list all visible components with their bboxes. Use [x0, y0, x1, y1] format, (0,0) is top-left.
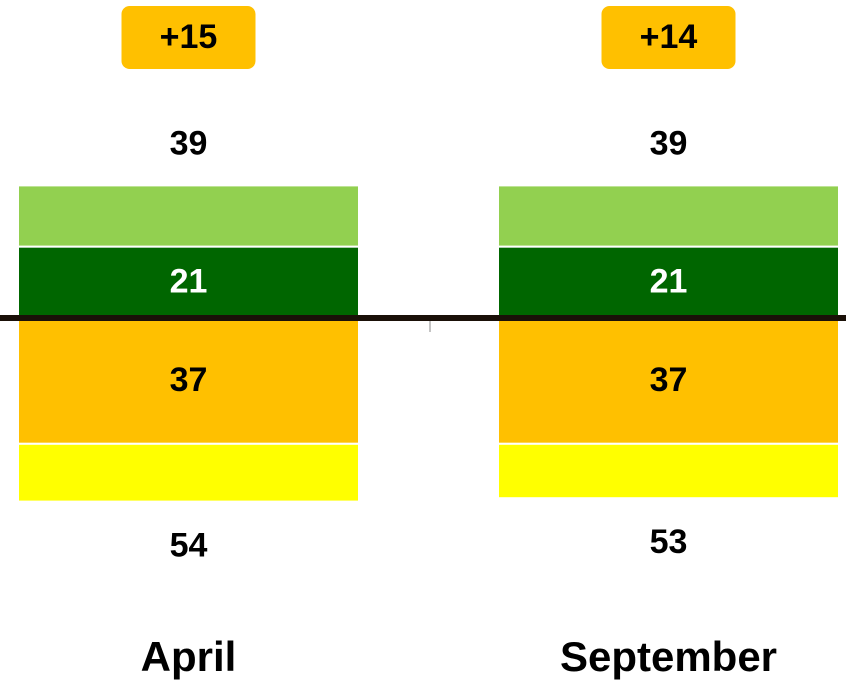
segment-label: 21 — [170, 262, 208, 300]
bar-segment — [497, 184, 840, 248]
net-label: +14 — [640, 18, 698, 56]
total-above-label: 39 — [650, 124, 688, 162]
bar-segment — [497, 317, 840, 445]
bar-segment — [17, 442, 360, 503]
total-below-label: 54 — [170, 527, 208, 565]
net-badge — [601, 6, 736, 69]
segment-label: 37 — [170, 361, 208, 399]
total-above-label: 39 — [170, 124, 208, 162]
segment-label: 21 — [650, 262, 688, 300]
total-below-label: 53 — [650, 523, 688, 561]
bar-segment — [497, 442, 840, 500]
bar-segment — [17, 317, 360, 445]
net-label: +15 — [160, 18, 218, 56]
bar-segment — [497, 245, 840, 320]
bar-segment — [17, 184, 360, 248]
category-label: April — [141, 633, 237, 680]
category-label: September — [560, 633, 777, 680]
net-badge — [121, 6, 256, 69]
segment-label: 37 — [650, 361, 688, 399]
